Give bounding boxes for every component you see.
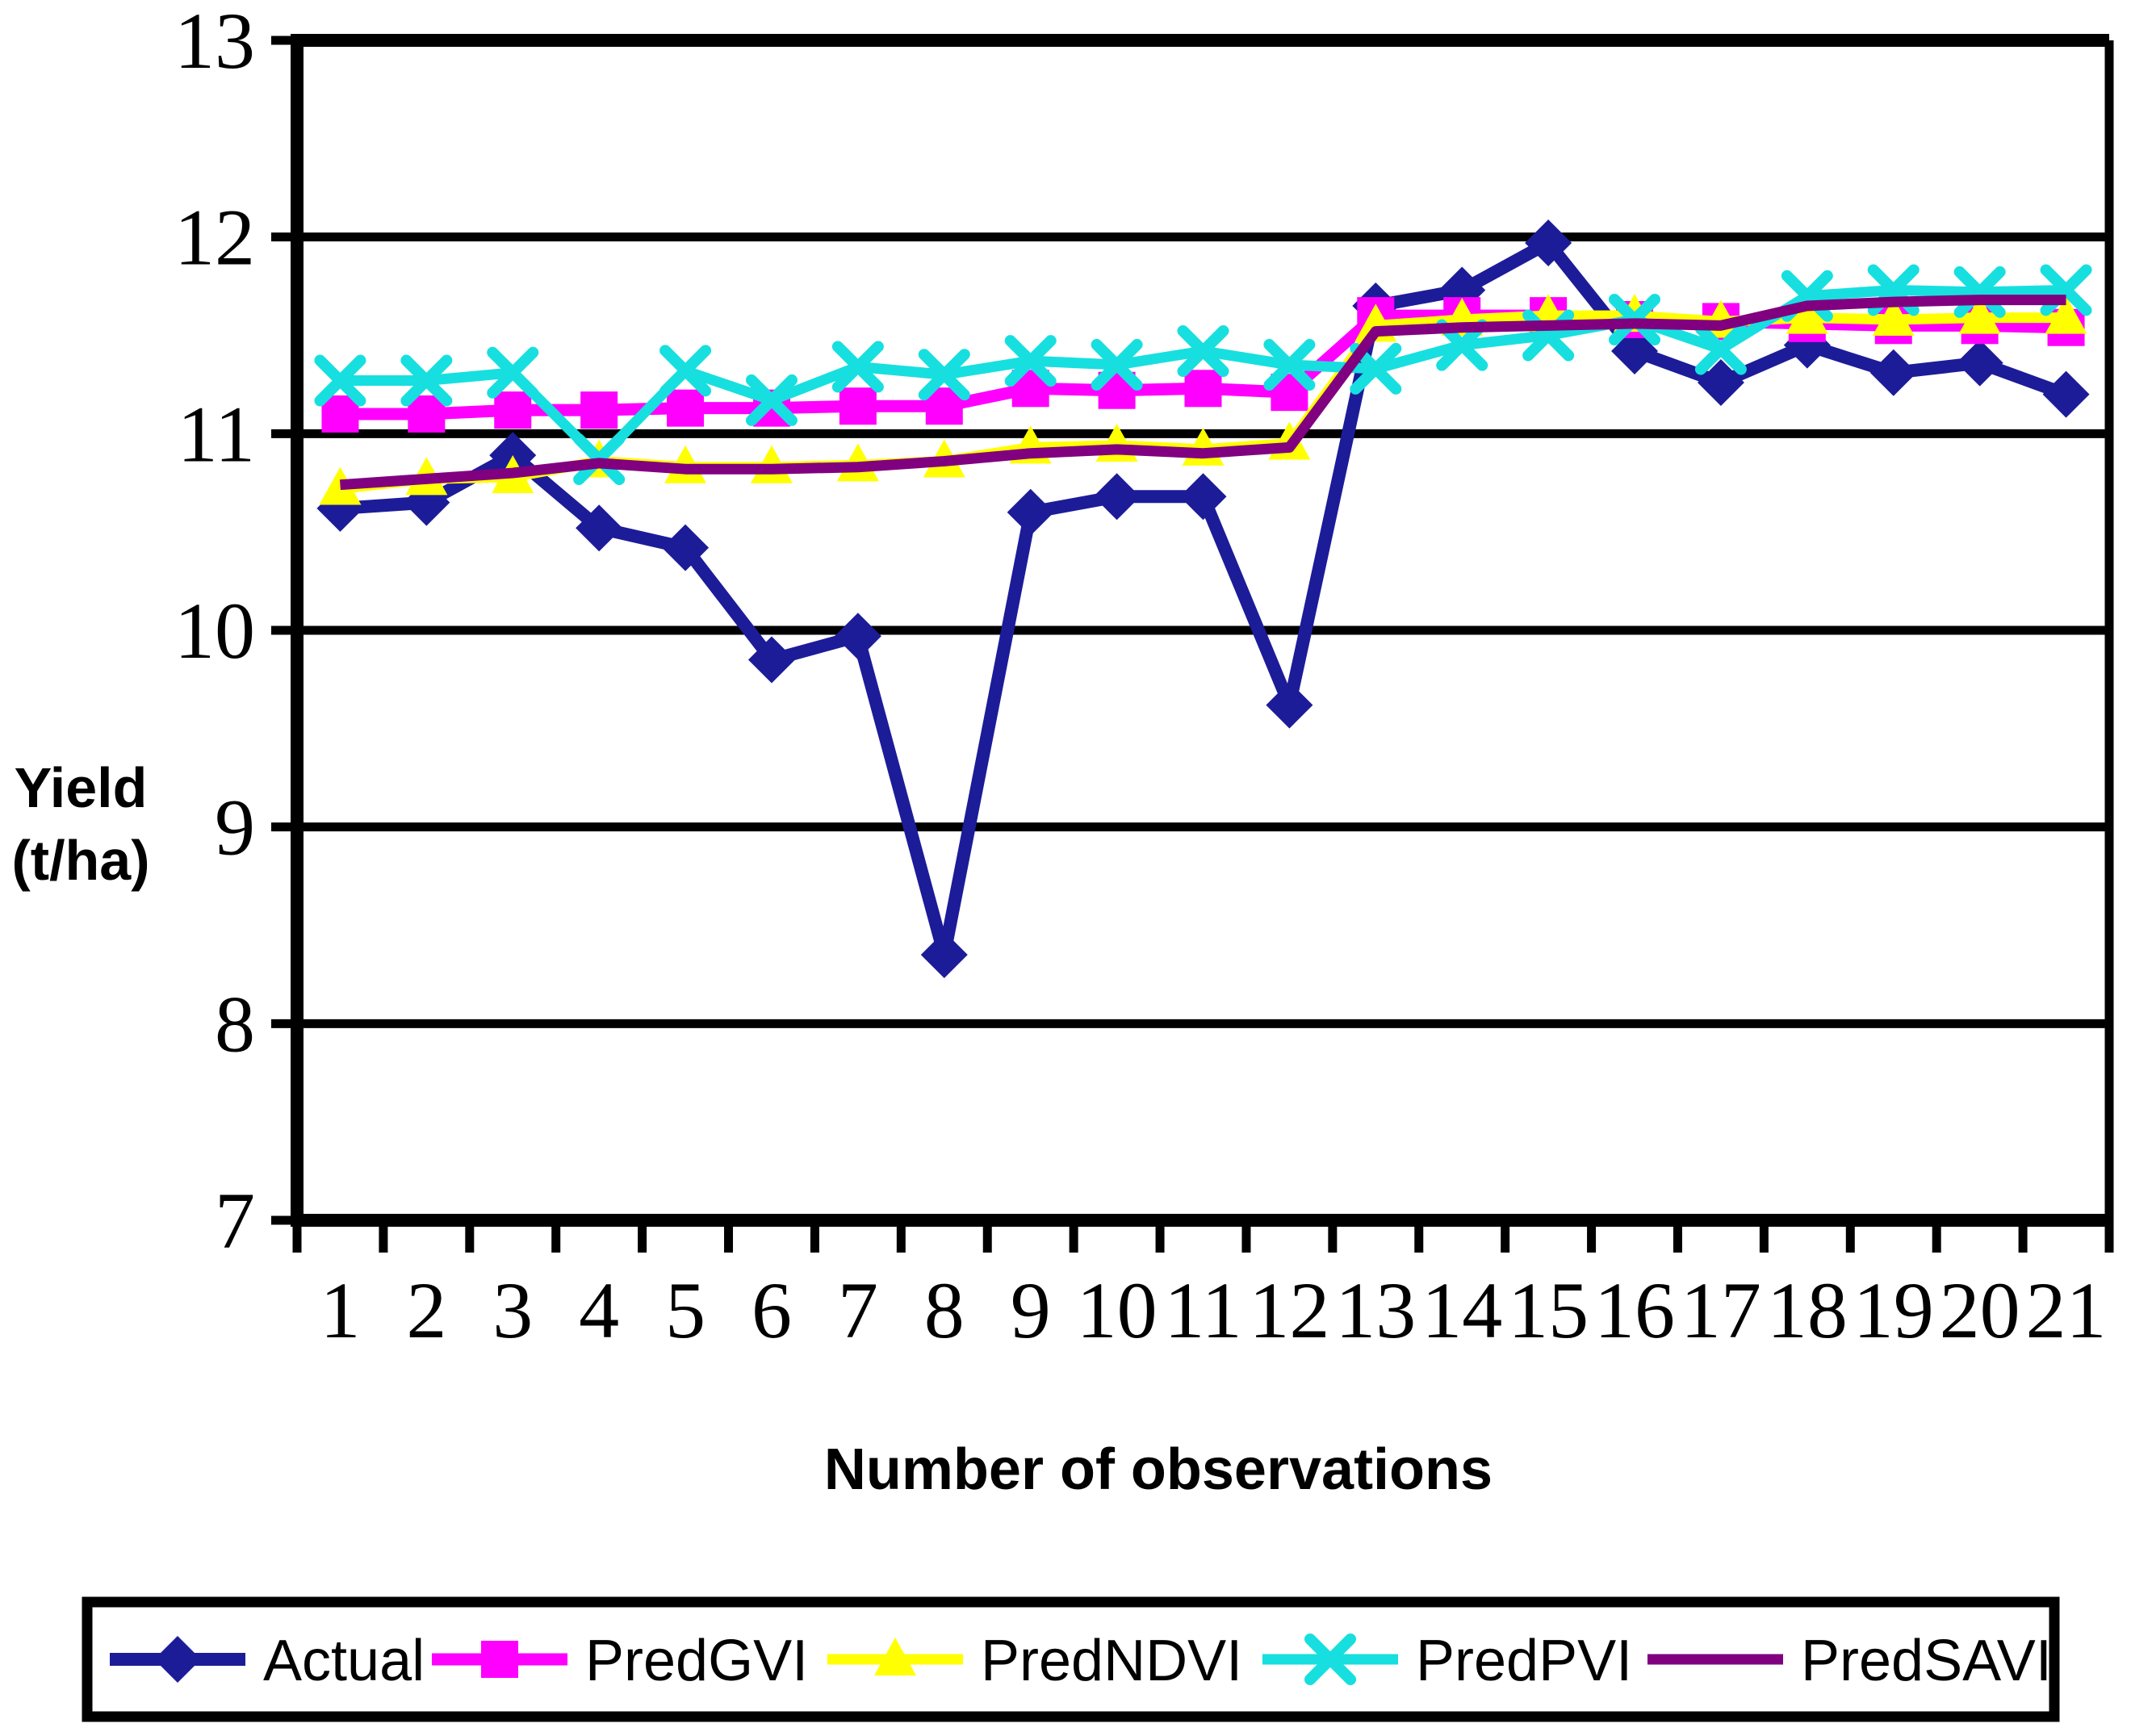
legend-item-PredSAVI: PredSAVI [1647,1629,2052,1693]
marker-PredPVI-10 [1091,339,1143,391]
marker-PredGVI-4 [580,391,618,429]
x-tick-label-7: 7 [838,1265,878,1355]
marker-Actual-8 [920,931,968,979]
marker-Actual-12 [1266,681,1313,729]
x-tick-label-8: 8 [924,1265,965,1355]
marker-Actual-5 [662,524,710,571]
y-tick-label-7: 7 [215,1176,255,1265]
marker-PredPVI-3 [487,346,539,399]
legend-item-PredNDVI: PredNDVI [827,1629,1242,1693]
series-PredSAVI [340,295,2066,491]
marker-PredPVI-7 [831,341,884,393]
marker-PredPVI-6 [745,374,798,426]
marker-Actual-16 [1611,327,1659,374]
marker-PredPVI-5 [659,345,712,397]
x-tick-label-6: 6 [752,1265,792,1355]
series-layer [314,219,2092,979]
legend-label-PredNDVI: PredNDVI [981,1629,1242,1693]
y-tick-label-8: 8 [215,979,255,1069]
series-line-PredSAVI [340,295,2066,491]
series-Actual [316,219,2090,979]
legend-marker-PredGVI [481,1641,518,1678]
marker-PredNDVI-20 [1958,295,2001,334]
axis-layer [271,34,2114,1253]
legend-item-Actual: Actual [110,1629,425,1693]
legend-label-Actual: Actual [263,1629,425,1693]
x-tick-label-13: 13 [1335,1265,1416,1355]
x-tick-label-9: 9 [1011,1265,1051,1355]
marker-Actual-21 [2042,370,2090,418]
x-tick-label-11: 11 [1164,1265,1241,1355]
x-tick-label-21: 21 [2026,1265,2107,1355]
x-tick-label-1: 1 [320,1265,360,1355]
y-axis-title-line2: (t/ha) [11,829,149,892]
x-tick-label-3: 3 [492,1265,533,1355]
marker-PredPVI-9 [1004,335,1057,387]
marker-Actual-15 [1525,219,1572,266]
legend-label-PredGVI: PredGVI [585,1629,808,1693]
x-tick-label-17: 17 [1681,1265,1761,1355]
y-tick-label-12: 12 [174,193,255,282]
marker-PredGVI-7 [839,387,877,425]
y-axis-title-line1: Yield [15,756,148,819]
marker-Actual-7 [834,613,881,660]
x-tick-label-5: 5 [665,1265,705,1355]
marker-PredNDVI-1 [319,466,362,505]
x-tick-label-10: 10 [1077,1265,1158,1355]
marker-PredGVI-3 [494,391,532,429]
marker-Actual-20 [1956,339,2003,387]
marker-PredPVI-12 [1263,339,1316,391]
marker-PredPVI-2 [400,354,453,407]
marker-PredGVI-2 [408,395,446,433]
y-tick-label-13: 13 [174,0,255,86]
y-tick-label-9: 9 [215,783,255,872]
marker-PredPVI-11 [1177,324,1229,377]
legend-marker-Actual [154,1636,201,1683]
y-tick-label-11: 11 [178,389,255,479]
legend: Actual PredGVI PredNDVI PredPVI PredSAVI [82,1596,2060,1722]
marker-Actual-9 [1007,488,1054,536]
x-tick-label-16: 16 [1594,1265,1675,1355]
legend-marker-PredPVI [1304,1634,1356,1685]
marker-PredNDVI-19 [1872,298,1915,337]
marker-Actual-4 [576,504,623,552]
x-tick-label-4: 4 [579,1265,619,1355]
marker-Actual-17 [1697,358,1744,406]
marker-PredPVI-17 [1694,323,1747,375]
x-tick-label-2: 2 [406,1265,446,1355]
marker-Actual-19 [1869,349,1917,396]
y-tick-label-10: 10 [174,586,255,676]
marker-PredGVI-11 [1184,370,1222,408]
x-tick-label-14: 14 [1421,1265,1502,1355]
marker-PredPVI-20 [1953,266,2006,318]
legend-item-PredPVI: PredPVI [1262,1629,1632,1693]
marker-PredNDVI-18 [1786,295,1828,334]
grid-layer [297,34,2109,1227]
marker-PredPVI-1 [314,354,366,407]
marker-PredGVI-5 [667,389,705,427]
marker-PredNDVI-21 [2045,295,2087,334]
marker-Actual-11 [1179,473,1227,521]
marker-PredPVI-8 [918,349,970,401]
marker-Actual-6 [747,636,795,684]
legend-marker-PredNDVI [874,1638,916,1675]
x-tick-label-20: 20 [1940,1265,2020,1355]
legend-item-PredGVI: PredGVI [432,1629,808,1693]
marker-PredGVI-1 [321,395,359,433]
legend-label-PredPVI: PredPVI [1416,1629,1632,1693]
legend-label-PredSAVI: PredSAVI [1801,1629,2052,1693]
marker-Actual-10 [1093,473,1141,521]
x-axis-title: Number of observations [824,1437,1493,1502]
x-tick-label-18: 18 [1767,1265,1848,1355]
x-tick-label-15: 15 [1508,1265,1589,1355]
x-tick-label-12: 12 [1249,1265,1329,1355]
x-tick-label-19: 19 [1853,1265,1934,1355]
